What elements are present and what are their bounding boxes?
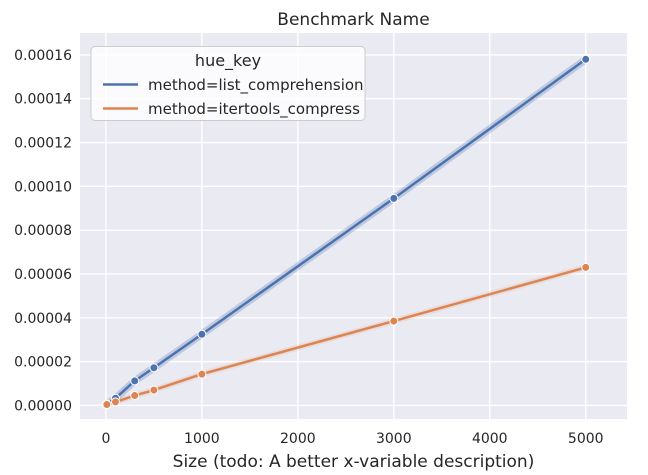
- y-tick-labels: 0.00000 0.00002 0.00004 0.00006 0.00008 0.000…: [14, 48, 72, 415]
- x-tick-label: 1000: [184, 431, 220, 447]
- y-tick-label: 0.00012: [14, 136, 72, 152]
- data-point-marker: [149, 363, 159, 373]
- legend-title: hue_key: [195, 51, 261, 71]
- legend-entry-label: method=itertools_compress: [148, 100, 360, 119]
- data-point-marker: [581, 54, 591, 64]
- series-itertools-compress: [101, 262, 591, 410]
- data-point-marker: [130, 391, 140, 401]
- y-tick-label: 0.00000: [14, 398, 72, 414]
- x-tick-labels: 0 1000 2000 3000 4000 5000: [101, 431, 603, 447]
- data-point-marker: [389, 193, 399, 203]
- legend: hue_key method=list_comprehension method=i…: [90, 46, 366, 121]
- y-tick-label: 0.00010: [14, 179, 72, 195]
- data-point-marker: [111, 397, 121, 407]
- y-tick-label: 0.00006: [14, 267, 72, 283]
- y-tick-label: 0.00004: [14, 311, 72, 327]
- chart-title: Benchmark Name: [277, 10, 429, 30]
- grid: [80, 33, 627, 419]
- data-point-marker: [389, 316, 399, 326]
- x-tick-label: 0: [101, 431, 110, 447]
- x-tick-label: 3000: [376, 431, 412, 447]
- data-point-marker: [102, 400, 112, 410]
- data-point-marker: [581, 262, 591, 272]
- x-tick-label: 4000: [472, 431, 508, 447]
- y-tick-label: 0.00008: [14, 223, 72, 239]
- data-point-marker: [130, 376, 140, 386]
- x-axis-label: Size (todo: A better x-variable descript…: [173, 452, 535, 472]
- data-point-marker: [197, 329, 207, 339]
- data-point-marker: [197, 369, 207, 379]
- data-point-marker: [149, 385, 159, 395]
- y-tick-label: 0.00014: [14, 92, 72, 108]
- legend-entry-label: method=list_comprehension: [148, 76, 364, 95]
- x-tick-label: 2000: [280, 431, 316, 447]
- legend-box: [90, 46, 366, 121]
- y-tick-label: 0.00002: [14, 355, 72, 371]
- y-tick-label: 0.00016: [14, 48, 72, 64]
- x-tick-label: 5000: [568, 431, 604, 447]
